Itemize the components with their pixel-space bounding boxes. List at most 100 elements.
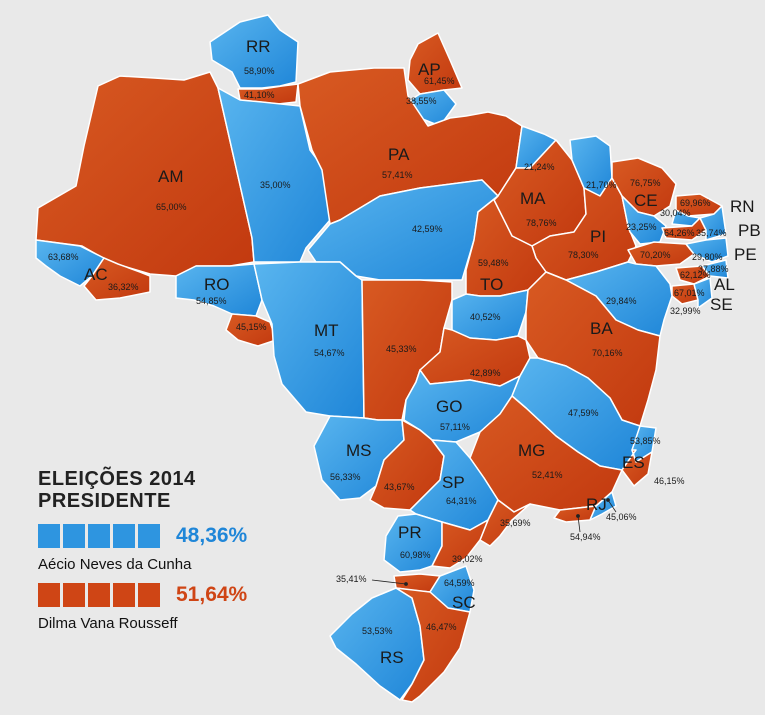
legend-aecio-row: 48,36% <box>38 524 318 554</box>
code-CE: CE <box>634 191 658 210</box>
pct-RO-dilma: 45,15% <box>236 322 267 332</box>
pct-BA-aecio: 29,84% <box>606 296 637 306</box>
pct-MG-dilma: 52,41% <box>532 470 563 480</box>
code-MA: MA <box>520 189 546 208</box>
swatch-blue-2 <box>63 524 85 548</box>
code-AM: AM <box>158 167 184 186</box>
swatch-red-3 <box>88 583 110 607</box>
legend: ELEIÇÕES 2014 PRESIDENTE 48,36% Aécio Ne… <box>38 468 318 632</box>
state-SC[interactable] <box>393 565 475 613</box>
pct-AL-aecio: 37,88% <box>698 264 729 274</box>
state-AC[interactable] <box>35 239 151 301</box>
percentage-labels: 58,90% 41,10% 61,45% 38,55% 65,00% 35,00… <box>48 66 729 636</box>
code-PE: PE <box>734 245 757 264</box>
code-PB: PB <box>738 221 761 240</box>
swatch-blue-3 <box>88 524 110 548</box>
pct-RR-aecio: 58,90% <box>244 66 275 76</box>
legend-dilma-row: 51,64% <box>38 583 318 613</box>
pct-PE-dilma: 70,20% <box>640 250 671 260</box>
state-ES[interactable] <box>621 425 657 487</box>
state-AM[interactable] <box>35 71 331 277</box>
state-CE[interactable] <box>611 157 677 245</box>
state-RN[interactable] <box>671 193 723 227</box>
pct-RR-dilma: 41,10% <box>244 90 275 100</box>
code-ES: ES <box>622 453 645 472</box>
swatch-blue-5 <box>138 524 160 548</box>
pct-RS-dilma: 46,47% <box>426 622 457 632</box>
pct-SP-aecio: 64,31% <box>446 496 477 506</box>
code-MT: MT <box>314 321 339 340</box>
pct-RN-aecio: 30,04% <box>660 208 691 218</box>
pct-SE-dilma: 67,01% <box>674 288 705 298</box>
state-PI[interactable] <box>531 135 637 281</box>
pct-RS-aecio: 53,53% <box>362 626 393 636</box>
state-PB[interactable] <box>661 205 727 241</box>
state-code-labels: RR AP AM PA AC RO MT MA PI CE RN PB PE A… <box>84 37 761 667</box>
code-PR: PR <box>398 523 422 542</box>
code-RR: RR <box>246 37 271 56</box>
pct-SC-dilma: 35,41% <box>336 574 367 584</box>
code-BA: BA <box>590 319 613 338</box>
pct-PR-dilma: 39,02% <box>452 554 483 564</box>
leader-lines <box>371 498 617 586</box>
state-RS[interactable] <box>329 587 471 703</box>
code-SE: SE <box>710 295 733 314</box>
pct-AP-dilma: 61,45% <box>424 76 455 86</box>
swatch-red-2 <box>63 583 85 607</box>
code-SP: SP <box>442 473 465 492</box>
swatch-red-4 <box>113 583 135 607</box>
pct-RO-aecio: 54,85% <box>196 296 227 306</box>
pct-CE-dilma: 76,75% <box>630 178 661 188</box>
legend-aecio-swatches <box>38 524 160 548</box>
code-AL: AL <box>714 275 735 294</box>
pct-AL-dilma: 62,12% <box>680 270 711 280</box>
legend-aecio-pct: 48,36% <box>176 524 248 547</box>
state-TO[interactable] <box>451 195 547 341</box>
state-PR[interactable] <box>383 513 489 573</box>
pct-TO-aecio: 40,52% <box>470 312 501 322</box>
code-GO: GO <box>436 397 462 416</box>
code-RS: RS <box>380 648 404 667</box>
pct-AC-aecio: 63,68% <box>48 252 79 262</box>
code-RO: RO <box>204 275 230 294</box>
code-PI: PI <box>590 227 606 246</box>
pct-RJ-dilma: 54,94% <box>570 532 601 542</box>
pct-RN-dilma: 69,96% <box>680 198 711 208</box>
pct-ES-aecio: 53,85% <box>630 436 661 446</box>
code-MG: MG <box>518 441 545 460</box>
pct-SC-aecio: 64,59% <box>444 578 475 588</box>
pct-ES-dilma: 46,15% <box>654 476 685 486</box>
state-RO[interactable] <box>175 263 277 347</box>
legend-dilma-pct: 51,64% <box>176 583 248 606</box>
code-PA: PA <box>388 145 410 164</box>
pct-SE-aecio: 32,99% <box>670 306 701 316</box>
state-MS[interactable] <box>313 415 445 511</box>
swatch-blue-1 <box>38 524 60 548</box>
state-AL[interactable] <box>675 259 729 285</box>
legend-title-line1: ELEIÇÕES 2014 <box>38 468 196 490</box>
pct-MT-aecio: 54,67% <box>314 348 345 358</box>
code-AP: AP <box>418 60 441 79</box>
pct-AM-dilma: 65,00% <box>156 202 187 212</box>
swatch-red-5 <box>138 583 160 607</box>
pct-MS-dilma: 43,67% <box>384 482 415 492</box>
state-MG[interactable] <box>469 357 641 513</box>
state-GO[interactable] <box>403 327 531 443</box>
pct-PA-aecio: 42,59% <box>412 224 443 234</box>
pct-AM-aecio: 35,00% <box>260 180 291 190</box>
pct-BA-dilma: 70,16% <box>592 348 623 358</box>
pct-GO-aecio: 57,11% <box>440 422 470 432</box>
legend-dilma-name: Dilma Vana Rousseff <box>38 615 178 632</box>
swatch-blue-4 <box>113 524 135 548</box>
pct-MA-dilma: 78,76% <box>526 218 557 228</box>
pct-MS-aecio: 56,33% <box>330 472 361 482</box>
pct-PE-aecio: 29,80% <box>692 252 723 262</box>
code-AC: AC <box>84 265 108 284</box>
code-RJ: RJ <box>586 495 607 514</box>
state-RJ[interactable] <box>553 491 617 523</box>
code-TO: TO <box>480 275 503 294</box>
pct-TO-dilma: 59,48% <box>478 258 509 268</box>
state-SE[interactable] <box>671 277 713 309</box>
pct-GO-dilma: 42,89% <box>470 368 501 378</box>
pct-PB-aecio: 35,74% <box>696 228 727 238</box>
